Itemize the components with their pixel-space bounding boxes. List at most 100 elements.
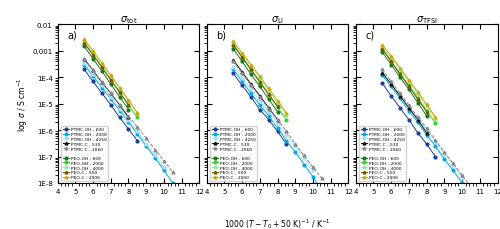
PEO-OH - 4000 [248,65,254,68]
Line: PTMC-OH - 4250: PTMC-OH - 4250 [381,72,464,180]
PTMC-OH - 2000 [450,169,456,172]
PEO-C - 2000 [108,74,114,77]
Line: PTMC-OH - 2000: PTMC-OH - 2000 [381,74,472,198]
PEO-OH - 600 [397,76,403,79]
PTMC-OH - 2000 [108,98,114,101]
PEO-C - 2000 [414,91,420,94]
PTMC-OH - 2000 [161,169,167,172]
PEO-C - 500 [406,86,412,88]
PTMC-OH - 600 [406,119,412,121]
PTMC-OH - 2000 [424,134,430,137]
PTMC-C - 2060 [310,166,316,169]
PEO-C - 500 [397,74,403,76]
PTMC-C - 2060 [143,137,149,140]
PTMC-OH - 4250 [450,164,456,166]
PTMC-C - 530 [99,82,105,84]
Line: PEO-C - 500: PEO-C - 500 [82,42,130,107]
PTMC-OH - 600 [99,92,105,95]
PEO-OH - 600 [126,109,132,112]
PTMC-C - 530 [116,104,122,107]
PEO-C - 2000 [81,38,87,41]
PTMC-OH - 4250 [108,96,114,99]
PTMC-C - 2060 [414,116,420,119]
PTMC-OH - 2000 [301,164,307,166]
PTMC-OH - 2000 [379,74,385,77]
PTMC-OH - 4250 [257,100,263,103]
PEO-OH - 4000 [81,40,87,42]
PTMC-C - 2060 [301,154,307,157]
PTMC-C - 2060 [239,73,245,75]
PTMC-C - 2060 [90,70,96,73]
Line: PTMC-OH - 2000: PTMC-OH - 2000 [232,68,323,193]
PEO-OH - 2000 [257,82,263,84]
PEO-C - 500 [248,68,254,71]
PTMC-OH - 4250 [310,169,316,172]
Line: PTMC-OH - 4250: PTMC-OH - 4250 [232,66,314,172]
PEO-C - 2000 [248,64,254,67]
PTMC-OH - 2000 [442,158,448,161]
PEO-C - 2000 [230,41,236,43]
PEO-OH - 2000 [388,60,394,63]
PTMC-C - 530 [108,92,114,95]
PTMC-C - 530 [230,59,236,62]
PEO-C - 500 [116,91,122,94]
PEO-OH - 4000 [239,53,245,56]
PEO-OH - 4000 [116,87,122,90]
PEO-OH - 4000 [99,63,105,66]
PEO-C - 2000 [284,112,290,115]
PTMC-OH - 2000 [414,121,420,124]
PEO-OH - 4000 [274,102,280,104]
PTMC-OH - 4250 [397,95,403,98]
PEO-OH - 2000 [108,79,114,82]
PTMC-C - 2060 [274,119,280,121]
PTMC-C - 530 [257,95,263,98]
PTMC-OH - 4250 [248,88,254,91]
PTMC-OH - 4250 [99,85,105,87]
PTMC-C - 2060 [170,171,176,174]
Line: PEO-OH - 600: PEO-OH - 600 [82,46,130,112]
PTMC-OH - 4250 [292,145,298,148]
PEO-OH - 600 [116,96,122,99]
Legend: PTMC-OH - 600, PTMC-OH - 2000, PTMC-OH - 4250, PTMC-C - 530, PTMC-C - 2060, , PE: PTMC-OH - 600, PTMC-OH - 2000, PTMC-OH -… [210,126,257,181]
PEO-OH - 2000 [116,91,122,94]
PTMC-C - 2060 [292,143,298,146]
PEO-OH - 600 [99,70,105,73]
PTMC-OH - 2000 [90,75,96,78]
Line: PEO-OH - 600: PEO-OH - 600 [232,48,279,114]
PEO-C - 2000 [379,44,385,47]
PTMC-OH - 600 [257,109,263,112]
PEO-OH - 4000 [257,77,263,80]
PTMC-C - 530 [424,132,430,134]
PTMC-OH - 2000 [459,182,465,185]
PTMC-C - 2060 [152,149,158,152]
PTMC-OH - 2000 [406,110,412,112]
PEO-C - 500 [257,81,263,84]
PEO-C - 2000 [99,62,105,65]
Line: PEO-OH - 4000: PEO-OH - 4000 [232,42,288,117]
Title: $\sigma_{\mathrm{tot}}$: $\sigma_{\mathrm{tot}}$ [120,14,137,26]
PEO-C - 500 [379,48,385,51]
Line: PTMC-C - 530: PTMC-C - 530 [232,59,279,121]
PEO-OH - 2000 [284,119,290,121]
Line: PTMC-OH - 600: PTMC-OH - 600 [82,68,138,142]
PEO-OH - 600 [406,88,412,91]
PEO-C - 2000 [397,67,403,70]
PEO-C - 2000 [126,99,132,102]
PEO-OH - 4000 [134,112,140,115]
PEO-C - 2000 [424,104,430,106]
Line: PEO-C - 2000: PEO-C - 2000 [232,41,288,115]
Line: PEO-OH - 4000: PEO-OH - 4000 [82,40,138,115]
PTMC-C - 2060 [108,92,114,95]
PTMC-C - 2060 [432,139,438,142]
PEO-C - 500 [414,98,420,101]
PTMC-OH - 4250 [90,74,96,76]
PEO-C - 500 [99,66,105,69]
PTMC-C - 2060 [161,160,167,162]
PEO-C - 2000 [388,55,394,58]
PTMC-C - 2060 [442,151,448,154]
PTMC-OH - 4250 [239,78,245,80]
PTMC-C - 2060 [266,108,272,111]
PTMC-C - 2060 [450,162,456,165]
PEO-OH - 2000 [248,69,254,72]
Legend: PTMC-OH - 600, PTMC-OH - 2000, PTMC-OH - 4250, PTMC-C - 530, PTMC-C - 2060, , PE: PTMC-OH - 600, PTMC-OH - 2000, PTMC-OH -… [359,126,406,181]
